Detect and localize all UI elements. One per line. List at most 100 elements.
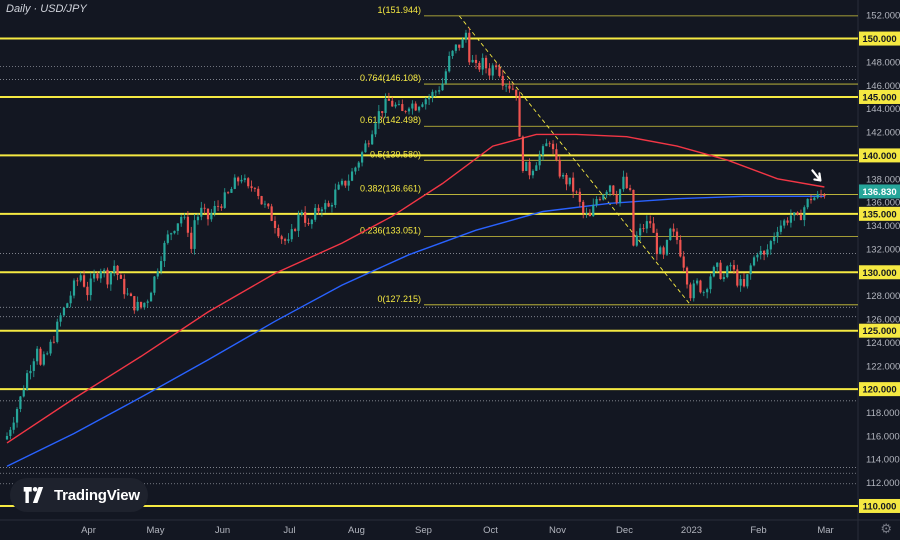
candle-body	[357, 162, 360, 168]
x-tick-label: Sep	[415, 525, 432, 536]
candle-body	[696, 280, 699, 284]
candle-body	[501, 75, 504, 86]
candle-body	[438, 90, 441, 92]
x-tick-label: Nov	[549, 525, 566, 536]
y-tick-label: 146.000	[866, 81, 900, 92]
y-tick-label: 144.000	[866, 104, 900, 115]
y-tick-label: 148.000	[866, 57, 900, 68]
candle-body	[206, 208, 210, 220]
candle-body	[32, 361, 35, 371]
candle-body	[334, 189, 337, 206]
candle-body	[558, 159, 561, 177]
candle-body	[572, 177, 575, 192]
tradingview-logo-text: TradingView	[54, 486, 140, 504]
candle-body	[428, 97, 431, 100]
candle-body	[816, 194, 819, 198]
candle-body	[223, 192, 226, 208]
x-tick-label: May	[147, 525, 165, 536]
candle-body	[541, 146, 545, 156]
candle-body	[401, 104, 404, 112]
x-tick-label: Apr	[81, 525, 96, 536]
y-tick-label: 136.000	[866, 198, 900, 209]
candle-body	[250, 186, 253, 189]
candle-body	[411, 103, 414, 109]
candle-body	[813, 197, 816, 201]
candle-body	[277, 227, 280, 237]
key-level-badge-label: 120.000	[862, 385, 896, 396]
candle-body	[56, 321, 59, 342]
candle-body	[565, 174, 568, 185]
candle-body	[474, 59, 478, 63]
candle-body	[635, 235, 638, 246]
candle-body	[183, 216, 186, 218]
candle-body	[806, 198, 809, 208]
candle-body	[153, 276, 156, 293]
candle-body	[819, 194, 823, 195]
y-tick-label: 128.000	[866, 291, 900, 302]
fib-level-label: 0.236(133.051)	[360, 226, 421, 236]
candle-body	[742, 279, 746, 287]
x-tick-label: Feb	[750, 525, 766, 536]
candle-body	[796, 212, 799, 215]
annotation-arrow-icon	[811, 169, 822, 182]
candle-body	[672, 228, 675, 232]
candle-body	[722, 277, 725, 279]
candle-body	[377, 111, 380, 124]
candle-body	[253, 188, 256, 189]
candle-body	[72, 280, 76, 296]
candle-body	[709, 276, 712, 290]
candle-body	[314, 207, 317, 220]
candle-body	[471, 59, 474, 63]
candle-body	[441, 83, 444, 91]
candle-body	[109, 272, 112, 285]
candle-body	[625, 176, 628, 189]
candle-body	[66, 303, 69, 308]
candle-body	[126, 293, 129, 295]
candle-body	[367, 143, 370, 145]
candle-body	[327, 203, 330, 207]
key-level-badge-label: 130.000	[862, 268, 896, 279]
candle-body	[424, 99, 427, 105]
candle-body	[143, 302, 146, 308]
candle-body	[273, 220, 277, 228]
candle-body	[685, 267, 689, 285]
x-tick-label: Jun	[215, 525, 230, 536]
candle-body	[799, 214, 803, 221]
candle-body	[15, 408, 19, 423]
candle-body	[759, 250, 762, 255]
candle-body	[129, 293, 133, 297]
candle-body	[12, 422, 15, 430]
candle-body	[330, 205, 334, 207]
candle-body	[300, 212, 303, 215]
candle-body	[397, 104, 401, 105]
candle-body	[468, 32, 471, 63]
candle-body	[220, 206, 223, 208]
chart-title: Daily · USD/JPY	[6, 3, 87, 15]
x-tick-label: Mar	[817, 525, 833, 536]
settings-gear-icon[interactable]: ⚙	[880, 521, 892, 536]
key-level-badge	[859, 265, 900, 280]
candle-body	[528, 161, 531, 176]
candle-body	[297, 214, 300, 231]
candle-body	[458, 44, 461, 48]
candle-body	[240, 179, 243, 182]
tradingview-logo[interactable]: TradingView	[10, 478, 148, 512]
candle-body	[163, 242, 166, 262]
candle-body	[515, 89, 518, 96]
fib-level-label: 1(151.944)	[377, 5, 421, 15]
candle-body	[749, 265, 752, 275]
candle-body	[166, 234, 169, 243]
candle-body	[404, 111, 407, 112]
x-tick-label: Dec	[616, 525, 633, 536]
candle-body	[203, 207, 206, 209]
candle-body	[133, 296, 136, 311]
fib-level-label: 0(127.215)	[377, 294, 421, 304]
candle-body	[270, 206, 273, 221]
candle-body	[582, 201, 585, 214]
candle-body	[5, 435, 9, 440]
candle-body	[632, 189, 635, 246]
candle-body	[615, 194, 618, 203]
